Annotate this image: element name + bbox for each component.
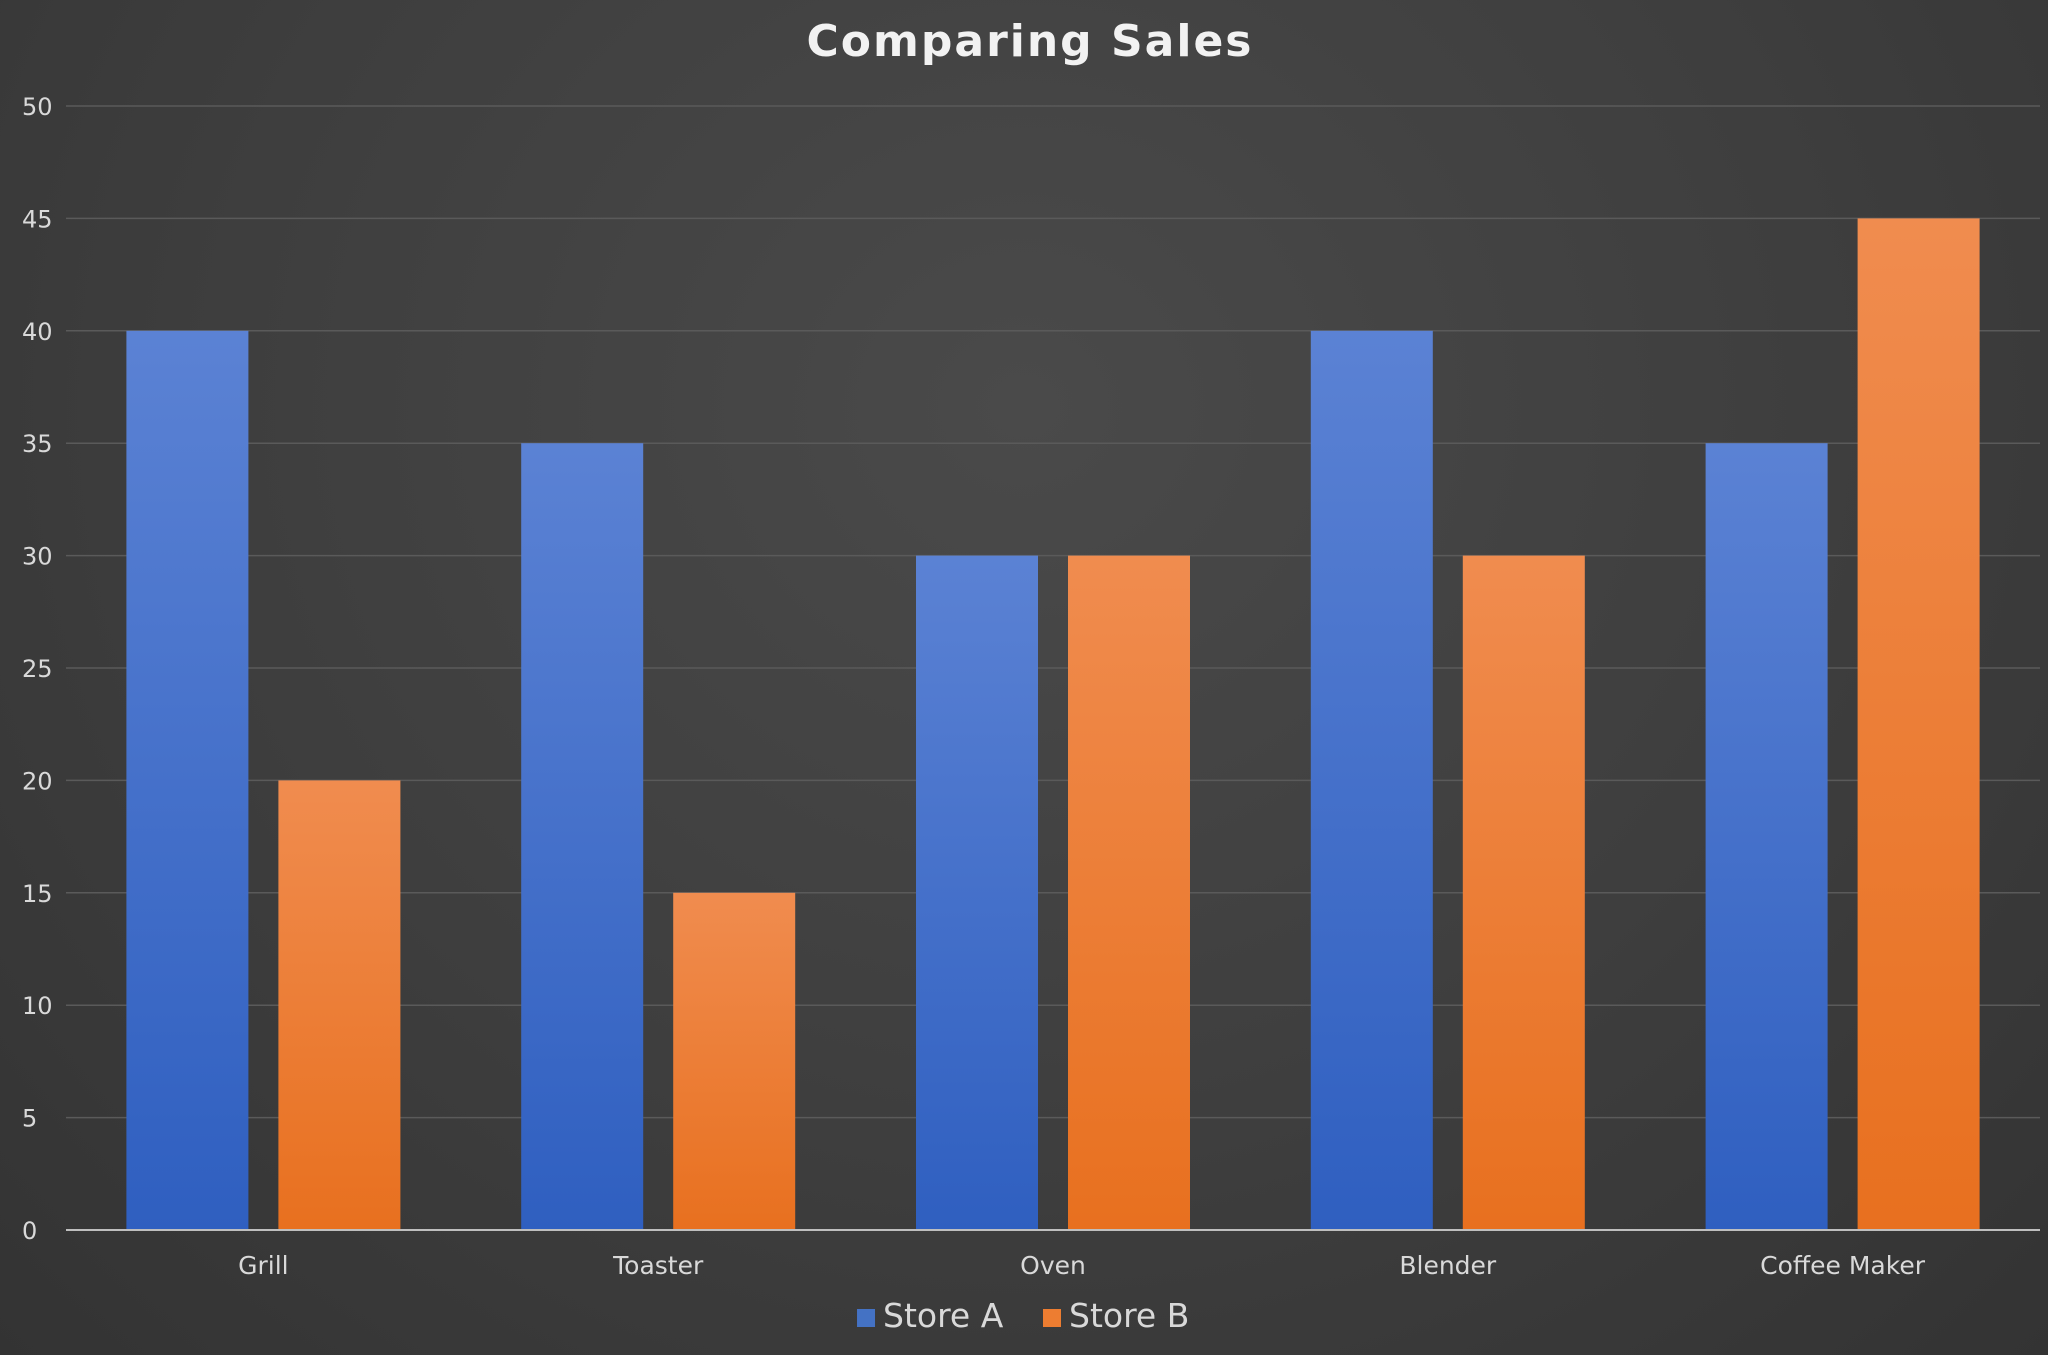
x-tick-label: Coffee Maker xyxy=(1760,1251,1926,1280)
y-tick-label: 15 xyxy=(22,880,53,908)
bar-store-b xyxy=(278,780,401,1230)
legend-label: Store A xyxy=(883,1296,1004,1335)
legend-swatch xyxy=(1043,1309,1061,1327)
x-tick-label: Oven xyxy=(1020,1251,1086,1280)
bar-store-b xyxy=(673,892,796,1230)
x-tick-label: Blender xyxy=(1399,1251,1497,1280)
bars xyxy=(126,218,1980,1230)
x-axis-ticks: Grill Toaster Oven Blender Coffee Maker xyxy=(238,1251,1926,1280)
y-tick-label: 45 xyxy=(22,205,53,233)
bar-store-a xyxy=(521,443,644,1230)
y-tick-label: 25 xyxy=(22,655,53,683)
x-tick-label: Grill xyxy=(238,1251,289,1280)
bar-store-a xyxy=(916,555,1038,1230)
y-tick-label: 0 xyxy=(22,1217,37,1245)
y-tick-label: 30 xyxy=(22,543,53,571)
bar-store-b xyxy=(1462,555,1585,1230)
y-axis-ticks: 0 5 10 15 20 25 30 35 40 45 50 xyxy=(22,93,53,1245)
chart-title: Comparing Sales xyxy=(807,16,1254,67)
bar-store-b xyxy=(1857,218,1980,1230)
legend: Store A Store B xyxy=(857,1296,1189,1335)
y-tick-label: 5 xyxy=(22,1105,37,1133)
bar-store-a xyxy=(1705,443,1828,1230)
bar-store-a xyxy=(1310,330,1433,1230)
legend-swatch xyxy=(857,1309,876,1327)
y-tick-label: 35 xyxy=(22,430,53,458)
legend-label: Store B xyxy=(1069,1296,1189,1335)
y-tick-label: 50 xyxy=(22,93,53,121)
bar-store-a xyxy=(126,330,249,1230)
bar-store-b xyxy=(1068,555,1190,1230)
x-tick-label: Toaster xyxy=(612,1251,704,1280)
y-tick-label: 40 xyxy=(22,318,53,346)
y-tick-label: 20 xyxy=(22,767,53,795)
y-tick-label: 10 xyxy=(22,992,53,1020)
